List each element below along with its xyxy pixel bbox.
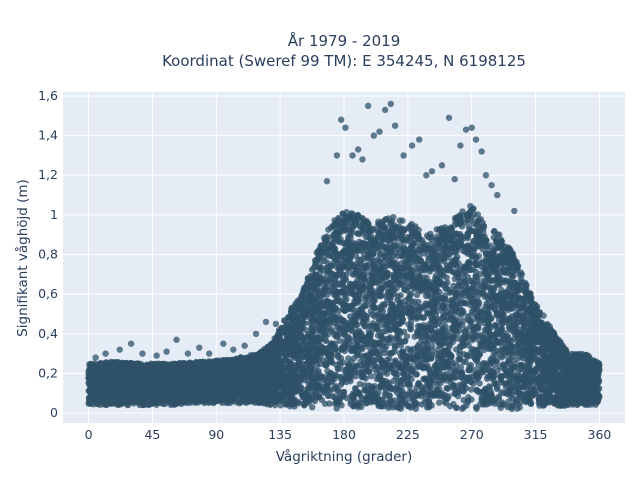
data-point xyxy=(375,218,382,225)
data-points xyxy=(85,100,603,413)
data-point xyxy=(463,402,470,409)
data-point xyxy=(443,274,450,281)
data-point xyxy=(450,282,457,289)
data-point xyxy=(374,351,381,358)
data-point xyxy=(490,234,498,241)
data-point xyxy=(461,279,469,286)
data-point xyxy=(435,399,443,406)
data-point xyxy=(468,386,475,393)
data-point xyxy=(356,380,364,388)
data-point xyxy=(460,396,467,404)
data-point xyxy=(399,217,406,224)
data-point xyxy=(394,389,401,397)
data-point xyxy=(360,230,367,237)
data-point xyxy=(280,357,287,364)
